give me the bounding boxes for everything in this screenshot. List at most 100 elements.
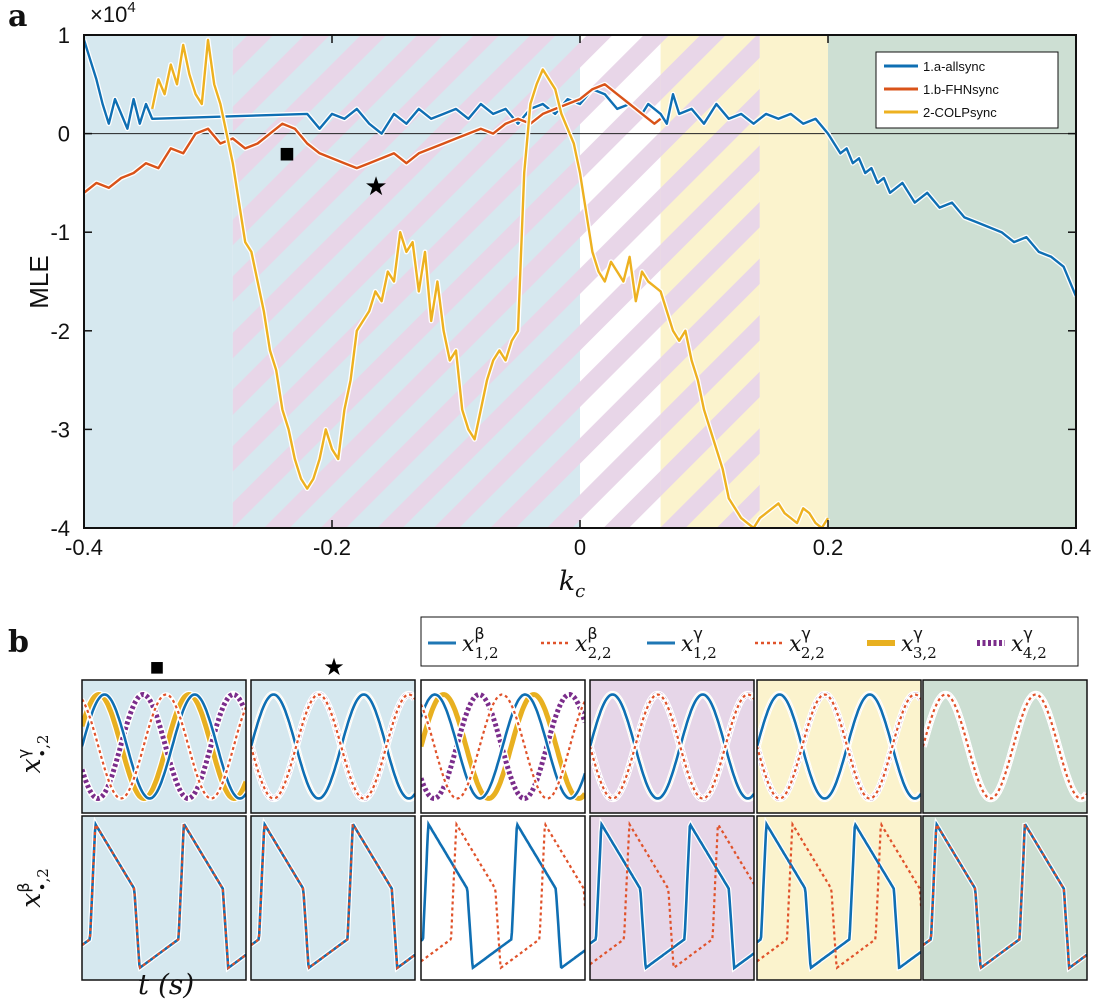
panel-a: a -0.4 -0.2 0 0.2 0.410-1-2-3-4 ×104 MLE kc … <box>8 0 1091 602</box>
legend-b-sub: 4,2 <box>1023 644 1047 662</box>
legend-b-label: xγ 2,2 <box>789 624 825 662</box>
panel-b-letter: b <box>8 625 29 660</box>
subpanel-frame <box>756 815 922 981</box>
star-marker: ★ <box>364 171 387 201</box>
series-line-1.b-FHNsync <box>84 83 662 194</box>
star-marker-b: ★ <box>323 654 345 681</box>
series-line-2-COLPsync <box>151 38 830 528</box>
x-tick-label: 0.4 <box>1061 535 1092 560</box>
subpanel-frame <box>420 679 586 814</box>
y-label-beta-sub: •,2 <box>34 868 52 891</box>
y-tick-label: 1 <box>58 23 70 48</box>
axis-ticks: -0.4 -0.2 0 0.2 0.4 1 0 -1 -2 -3 -4 <box>50 23 1091 560</box>
legend-b-sub: 1,2 <box>693 644 717 662</box>
trace <box>82 693 246 800</box>
subpanel-traces <box>421 816 585 973</box>
legend-b-sup: γ <box>801 624 810 643</box>
exponent-label: ×104 <box>90 0 136 27</box>
subpanel-frame <box>922 679 1088 814</box>
legend-b-symbol: x <box>575 632 588 657</box>
trace <box>82 691 246 802</box>
subpanel-5-1 <box>922 815 1088 981</box>
legend-label: 2-COLPsync <box>923 105 997 120</box>
legend-label: 1.b-FHNsync <box>923 82 999 97</box>
subpanel-traces <box>923 817 1087 973</box>
trace-halo <box>421 692 585 801</box>
legend-b-label: xβ 1,2 <box>462 624 499 662</box>
subpanel-3-0 <box>589 679 755 814</box>
trace <box>590 693 754 800</box>
legend-b-sup: γ <box>1023 624 1032 643</box>
subpanel-2-0 <box>420 679 586 814</box>
legend-b-sup: γ <box>913 624 922 643</box>
y-tick-label: -3 <box>50 417 70 442</box>
subpanel-traces <box>251 817 415 973</box>
subpanel-traces <box>923 690 1087 803</box>
subpanel-traces <box>82 816 246 973</box>
subpanel-frame <box>589 815 755 981</box>
subpanel-frame <box>922 815 1088 981</box>
trace <box>590 693 754 800</box>
trace <box>251 693 415 800</box>
legend-b-label: xγ 1,2 <box>681 624 717 662</box>
time-series-subpanels <box>81 679 1088 981</box>
subpanel-traces <box>82 690 246 803</box>
y-label-beta: xβ•,2 <box>14 868 52 908</box>
x-tick-label: -0.2 <box>313 535 351 560</box>
subpanel-traces <box>757 690 921 803</box>
legend-b-sub: 2,2 <box>801 644 825 662</box>
subpanel-traces <box>251 690 415 803</box>
legend-b-label: xγ 4,2 <box>1011 624 1047 662</box>
exponent-base: ×10 <box>90 2 127 27</box>
subpanel-4-0 <box>756 679 922 814</box>
series-line-1.a-allsync <box>84 39 1076 297</box>
subpanel-0-1 <box>81 815 247 981</box>
subpanel-traces <box>421 690 585 803</box>
subpanel-3-1 <box>589 815 755 981</box>
trace <box>421 692 585 801</box>
exponent-power: 4 <box>127 0 135 16</box>
subpanel-1-1 <box>250 815 416 981</box>
subpanel-frame <box>420 815 586 981</box>
trace <box>757 693 921 800</box>
trace <box>757 693 921 800</box>
trace <box>757 820 921 970</box>
mle-series <box>84 37 1076 528</box>
legend-b-symbol: x <box>1011 632 1024 657</box>
legend-b-sub: 2,2 <box>588 644 612 662</box>
trace <box>923 821 1087 970</box>
x-axis-label-subscript: c <box>575 581 585 602</box>
x-tick-label: 0.2 <box>813 535 844 560</box>
legend-b-sub: 1,2 <box>475 644 499 662</box>
square-marker-b: ■ <box>150 654 165 681</box>
legend-b-sup: β <box>587 624 597 643</box>
legend-b-symbol: x <box>462 632 475 657</box>
x-tick-label: -0.4 <box>65 535 103 560</box>
y-label-beta-sup: β <box>14 882 33 892</box>
subpanel-frame <box>81 815 247 981</box>
trace <box>757 820 921 970</box>
subpanel-frame <box>589 679 755 814</box>
subpanel-frame <box>250 679 416 814</box>
y-label-gamma-sup: γ <box>14 749 33 758</box>
region-4 <box>759 35 828 528</box>
subpanel-1-0 <box>250 679 416 814</box>
legend-b-box <box>420 616 1079 667</box>
subpanel-2-1 <box>420 815 586 981</box>
y-tick-label: -2 <box>50 319 70 344</box>
subpanel-traces <box>590 690 754 803</box>
legend-b-label: xβ 2,2 <box>575 624 612 662</box>
y-tick-label: -4 <box>50 516 70 541</box>
trace <box>82 820 246 970</box>
panel-b: b ■ ★ xβ 1,2 xβ 2,2 xγ 1,2 xγ 2,2 xγ 3,2 xγ 4,2 xγ•… <box>8 616 1088 1001</box>
y-label-gamma: xγ•,2 <box>14 735 52 774</box>
trace <box>82 693 246 800</box>
subpanel-frame <box>250 815 416 981</box>
trace <box>923 693 1087 800</box>
subpanel-traces <box>757 816 921 973</box>
trace <box>251 821 415 970</box>
panel-a-letter: a <box>8 0 27 34</box>
subpanel-frame <box>81 679 247 814</box>
legend-b-symbol: x <box>681 632 694 657</box>
y-tick-label: 0 <box>58 122 70 147</box>
